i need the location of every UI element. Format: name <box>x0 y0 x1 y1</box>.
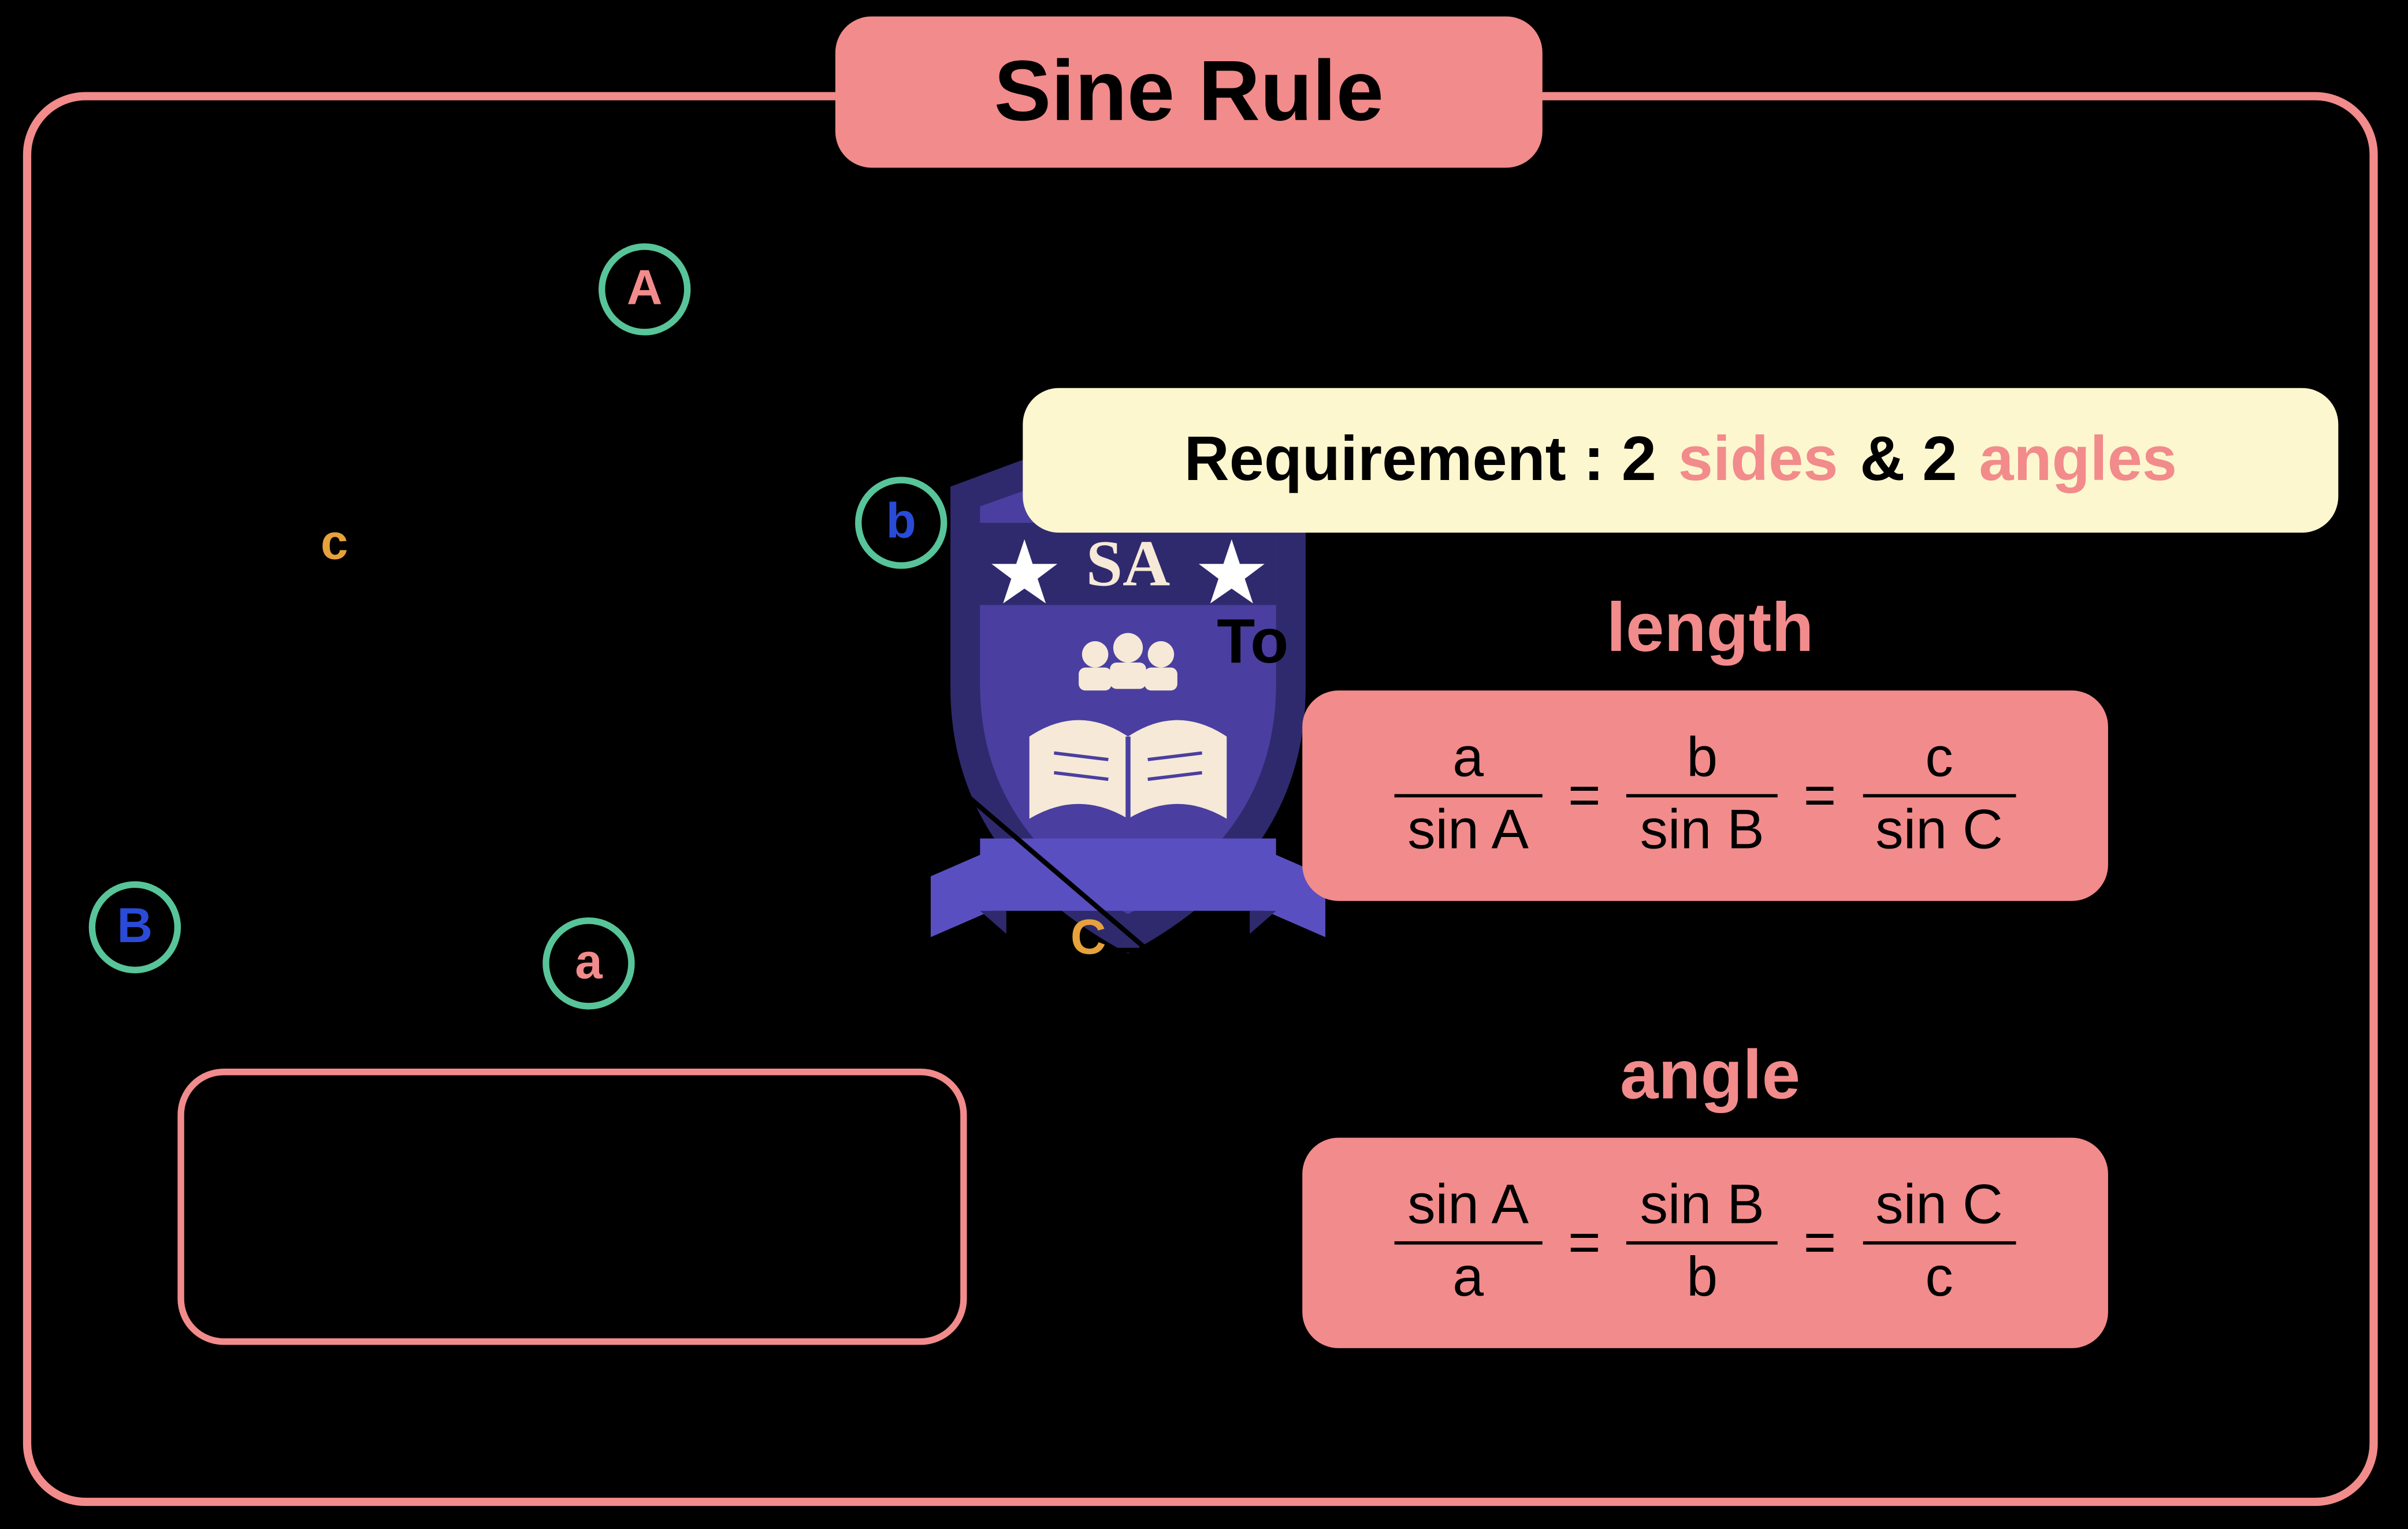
fraction: c sin C <box>1863 731 2016 861</box>
length-formula-box: a sin A = b sin B = c sin C <box>1302 690 2108 901</box>
req-part: Requirement : 2 <box>1184 425 1656 496</box>
length-label: length <box>1545 589 1874 668</box>
equals: = <box>1797 1211 1842 1275</box>
triangle-edge <box>921 756 1148 950</box>
fraction: sin B b <box>1627 1178 1778 1308</box>
vertex-a: A <box>599 243 690 335</box>
vertex-a-label: A <box>627 262 663 318</box>
side-b-label: b <box>886 495 916 551</box>
req-part: angles <box>1979 425 2177 496</box>
vertex-b-label: B <box>117 899 153 955</box>
fraction: sin C c <box>1863 1178 2016 1308</box>
fraction: b sin B <box>1627 731 1778 861</box>
vertex-c-label: C <box>1071 911 1106 967</box>
fraction: sin A a <box>1395 1178 1542 1308</box>
req-part: & 2 <box>1860 425 1957 496</box>
angle-formula-box: sin A a = sin B b = sin C c <box>1302 1138 2108 1348</box>
req-part: sides <box>1678 425 1838 496</box>
side-c-label: c <box>321 516 348 572</box>
requirement-box: Requirement : 2 sides & 2 angles <box>1023 388 2338 533</box>
equals: = <box>1562 1211 1607 1275</box>
fraction: a sin A <box>1395 731 1542 861</box>
equals: = <box>1562 764 1607 828</box>
side-a-label: a <box>575 936 602 992</box>
note-box <box>177 1069 967 1345</box>
angle-label: angle <box>1545 1036 1874 1115</box>
side-a: a <box>542 917 634 1009</box>
vertex-b: B <box>89 881 181 973</box>
equals: = <box>1797 764 1842 828</box>
side-b: b <box>855 477 947 568</box>
tofind-label: To <box>1217 608 1288 679</box>
